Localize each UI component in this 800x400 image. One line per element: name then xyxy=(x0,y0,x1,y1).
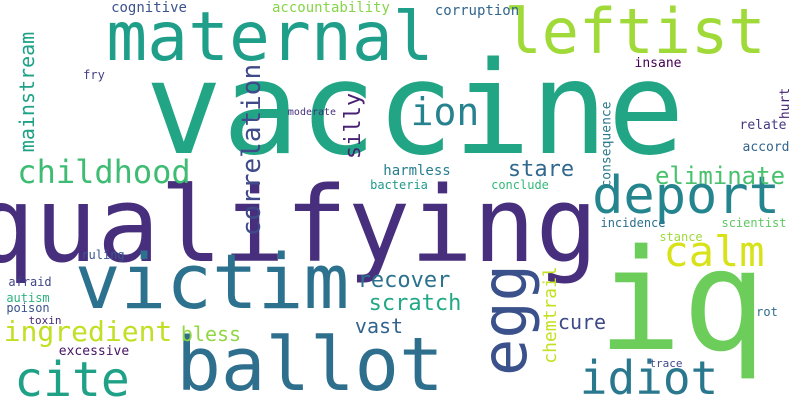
word-bacteria: bacteria xyxy=(370,178,428,192)
word-recover: recover xyxy=(357,268,451,293)
word-calm: calm xyxy=(663,227,765,276)
word-trace: trace xyxy=(649,356,683,370)
word-qualifying: qualifying xyxy=(0,164,599,286)
word-childhood: childhood xyxy=(17,153,191,191)
word-scientist: scientist xyxy=(721,216,787,230)
word-maternal: maternal xyxy=(106,0,434,77)
word-incidence: incidence xyxy=(600,216,666,230)
word-victim: victim xyxy=(74,237,350,326)
word-silly: silly xyxy=(340,92,366,160)
word-ruling: ruling xyxy=(81,248,125,262)
word-leftist: leftist xyxy=(504,0,766,68)
word-bless: bless xyxy=(180,322,242,346)
word-harmless: harmless xyxy=(383,163,451,179)
word-autism: autism xyxy=(6,291,50,305)
word-cite: cite xyxy=(14,352,130,400)
word-accord: accord xyxy=(742,139,790,155)
word-conclude: conclude xyxy=(491,178,549,192)
word-stare: stare xyxy=(507,157,575,182)
word-deport: deport xyxy=(592,166,780,226)
word-poison: poison xyxy=(6,301,50,315)
word-cognitive: cognitive xyxy=(111,0,187,16)
word-fry: fry xyxy=(83,68,105,82)
word-relate: relate xyxy=(739,117,787,133)
word-idiot: idiot xyxy=(579,351,719,400)
word-insane: insane xyxy=(634,55,682,71)
word-egg: egg xyxy=(467,264,541,376)
word-toxin: toxin xyxy=(28,313,62,327)
word-correlation: correlation xyxy=(237,63,267,237)
word-corruption: corruption xyxy=(434,3,520,19)
word-ion: ion xyxy=(410,90,480,134)
word-afraid: afraid xyxy=(8,275,52,289)
word-mainstream: mainstream xyxy=(15,31,40,153)
word-accountability: accountability xyxy=(271,0,390,16)
word-stance: stance xyxy=(659,230,703,244)
word-scratch: scratch xyxy=(368,291,462,316)
word-eliminate: eliminate xyxy=(654,162,786,190)
word-ballot: ballot xyxy=(176,322,444,400)
word-hurt: hurt xyxy=(778,87,794,119)
word-iq: iq xyxy=(597,220,767,383)
word-vast: vast xyxy=(354,314,404,338)
word-vaccine: vaccine xyxy=(145,35,685,184)
word-moderate: moderate xyxy=(287,107,337,118)
word-rot: rot xyxy=(756,305,778,319)
word-cure: cure xyxy=(557,310,607,334)
word-ingredient: ingredient xyxy=(3,315,173,348)
word-consequence: consequence xyxy=(599,100,615,188)
word-excessive: excessive xyxy=(58,343,130,359)
